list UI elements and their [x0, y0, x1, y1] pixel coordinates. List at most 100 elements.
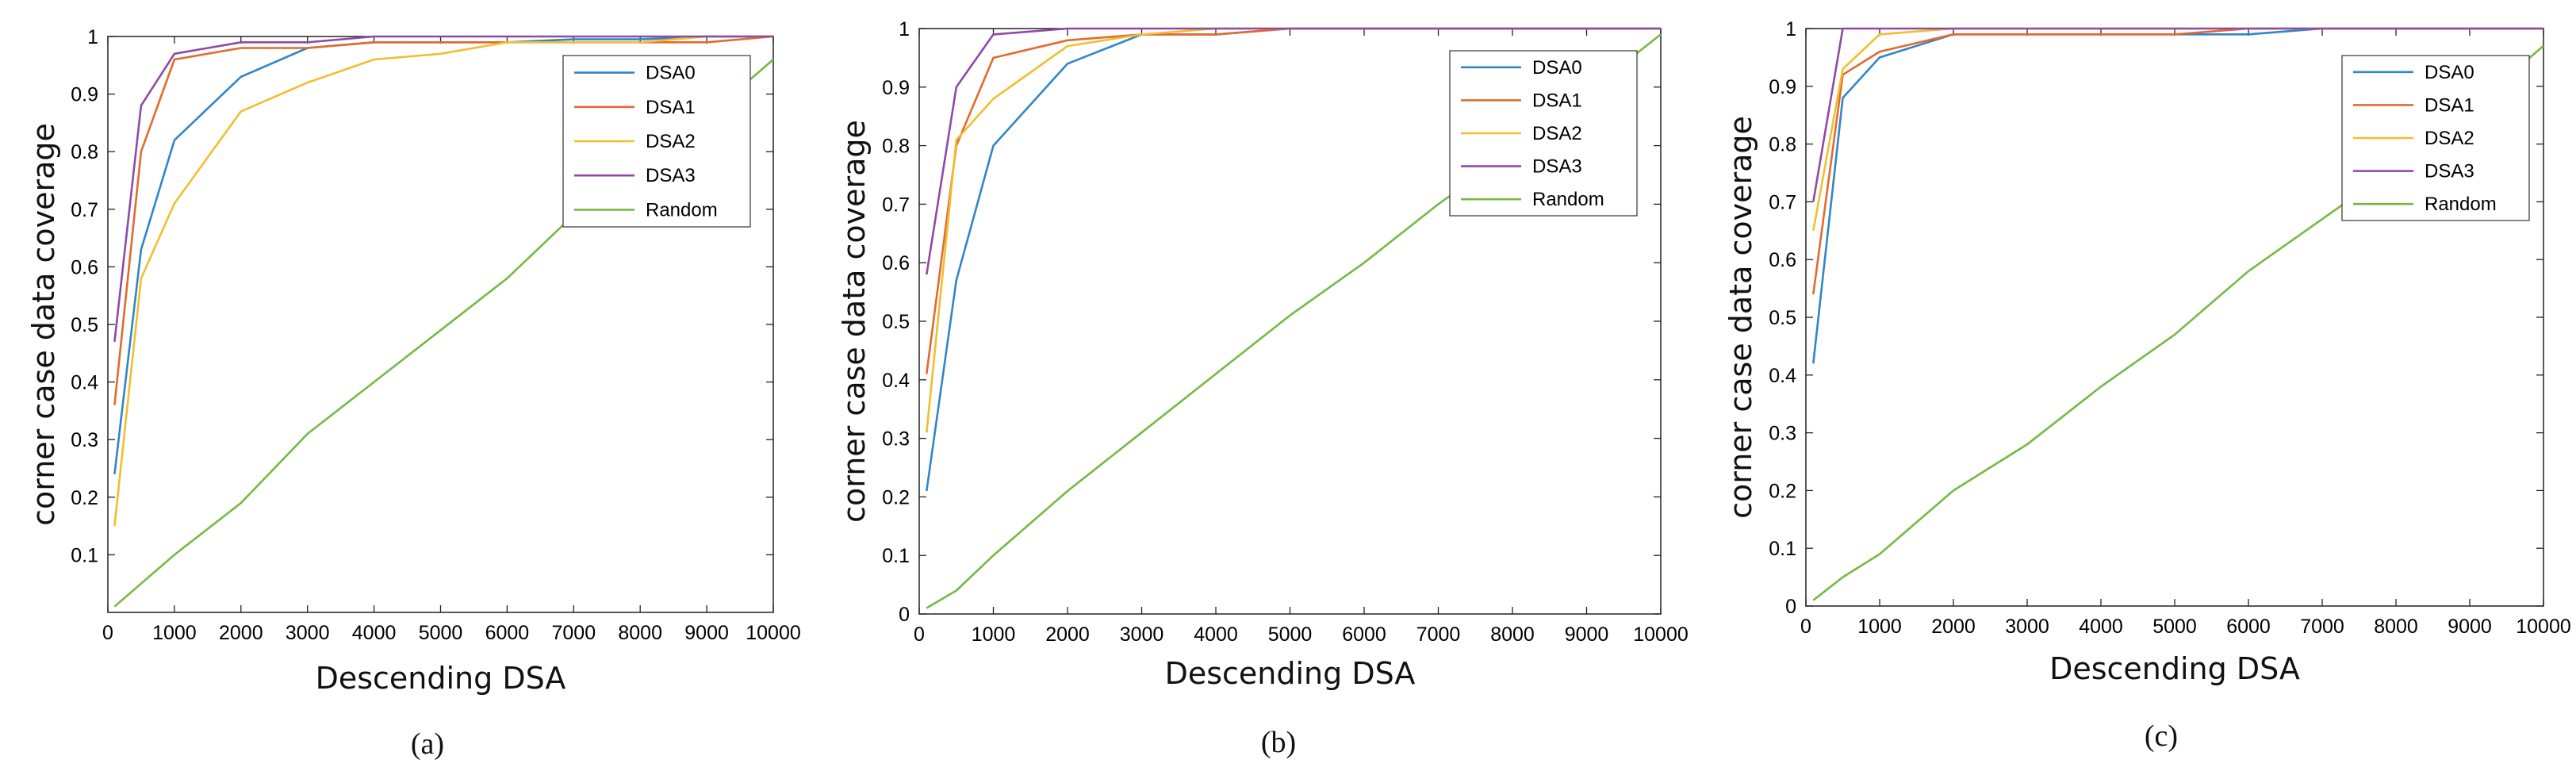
series-line-dsa3: [926, 27, 1661, 275]
x-tick-label: 3000: [2005, 616, 2049, 638]
x-tick-label: 7000: [551, 622, 596, 644]
x-tick-label: 3000: [1120, 623, 1164, 646]
y-tick-label: 0.1: [882, 545, 910, 567]
x-tick-label: 1000: [972, 623, 1016, 646]
y-tick-label: 0.5: [1769, 307, 1796, 329]
y-tick-label: 0.3: [1769, 423, 1796, 445]
legend-label-dsa0: DSA0: [646, 63, 696, 84]
x-tick-label: 2000: [1931, 616, 1976, 638]
legend-label-dsa1: DSA1: [646, 97, 696, 118]
x-tick-label: 10000: [1633, 623, 1689, 646]
legend-label-dsa3: DSA3: [2425, 161, 2474, 182]
y-tick-label: 0.6: [71, 256, 98, 278]
panel-caption: (c): [2145, 719, 2178, 753]
legend-label-dsa1: DSA1: [2425, 94, 2474, 116]
y-tick-label: 0.7: [71, 199, 98, 221]
chart-panel-2: 0 1000 2000 3000 4000 5000 6000 7000 8000 9000 100…: [837, 18, 1689, 759]
legend-label-dsa0: DSA0: [2425, 62, 2474, 83]
y-tick-label: 0.2: [882, 486, 910, 508]
y-tick-label: 1: [87, 26, 98, 48]
x-tick-label: 6000: [2226, 616, 2271, 638]
x-tick-label: 8000: [618, 622, 662, 644]
y-tick-label: 0.1: [71, 544, 98, 566]
x-tick-label: 4000: [352, 622, 397, 644]
y-axis-label: corner case data coverage: [837, 120, 872, 523]
x-tick-label: 6000: [485, 622, 530, 644]
y-axis-label: corner case data coverage: [26, 123, 61, 526]
x-tick-label: 9000: [2448, 616, 2492, 638]
legend-label-dsa2: DSA2: [1532, 123, 1582, 144]
x-tick-label: 3000: [286, 622, 330, 644]
y-tick-label: 1: [1785, 18, 1796, 40]
x-tick-label: 1000: [1857, 616, 1902, 638]
legend: DSA0 DSA1 DSA2 DSA3 Random: [1449, 50, 1638, 217]
x-tick-label: 4000: [2079, 616, 2123, 638]
y-tick-label: 0.5: [71, 314, 98, 336]
y-tick-label: 0.4: [882, 370, 910, 392]
x-axis-label: Descending DSA: [1165, 656, 1416, 691]
y-tick-label: 0.9: [882, 77, 910, 99]
legend-label-dsa1: DSA1: [1532, 90, 1582, 111]
x-tick-label: 2000: [1045, 623, 1090, 646]
x-tick-label: 10000: [2516, 616, 2571, 638]
series-line-dsa2: [113, 35, 773, 527]
legend-label-dsa3: DSA3: [646, 165, 696, 186]
x-tick-label: 0: [102, 622, 113, 644]
x-tick-label: 2000: [219, 622, 263, 644]
x-tick-label: 0: [914, 623, 925, 646]
x-tick-label: 10000: [746, 622, 801, 644]
series-line-dsa3: [1812, 27, 2543, 202]
chart-panel-3: 0 1000 2000 3000 4000 5000 6000 7000 8000 9000 100…: [1723, 18, 2571, 753]
legend-label-dsa2: DSA2: [2425, 128, 2474, 149]
y-axis-label: corner case data coverage: [1723, 116, 1758, 519]
y-tick-label: 0.6: [1769, 249, 1796, 271]
y-tick-label: 0.4: [71, 372, 98, 394]
y-tick-label: 0.7: [1769, 191, 1796, 213]
x-tick-label: 5000: [1268, 623, 1313, 646]
legend-label-random: Random: [2425, 194, 2497, 215]
x-tick-label: 7000: [2300, 616, 2344, 638]
y-tick-label: 0.8: [71, 141, 98, 163]
x-axis-label: Descending DSA: [316, 661, 566, 696]
panel-caption: (a): [411, 727, 444, 761]
y-tick-label: 0.2: [71, 487, 98, 509]
x-tick-label: 1000: [152, 622, 197, 644]
y-tick-label: 0: [899, 604, 910, 626]
series-line-dsa3: [113, 35, 773, 342]
y-tick-label: 0.4: [1769, 365, 1796, 387]
y-tick-label: 0.3: [882, 428, 910, 451]
legend-label-random: Random: [646, 199, 718, 221]
x-tick-label: 8000: [1490, 623, 1535, 646]
y-tick-label: 0.9: [71, 84, 98, 106]
chart-panel-1: 0 1000 2000 3000 4000 5000 6000 7000 8000 9000 100…: [26, 26, 801, 761]
x-tick-label: 5000: [2152, 616, 2197, 638]
x-tick-label: 9000: [1565, 623, 1609, 646]
y-tick-label: 0.2: [1769, 480, 1796, 502]
y-tick-label: 0.8: [882, 136, 910, 158]
x-tick-label: 6000: [1342, 623, 1386, 646]
x-tick-label: 4000: [1194, 623, 1238, 646]
legend-label-random: Random: [1532, 189, 1604, 210]
x-tick-label: 8000: [2374, 616, 2418, 638]
y-tick-label: 0: [1785, 596, 1796, 618]
x-tick-label: 0: [1800, 616, 1811, 638]
legend-label-dsa0: DSA0: [1532, 57, 1582, 79]
y-tick-label: 1: [899, 18, 910, 40]
y-tick-label: 0.1: [1769, 538, 1796, 560]
y-tick-label: 0.8: [1769, 134, 1796, 156]
y-tick-label: 0.3: [71, 429, 98, 451]
x-tick-label: 5000: [419, 622, 463, 644]
panel-caption: (b): [1261, 726, 1296, 759]
y-tick-label: 0.5: [882, 311, 910, 333]
legend: DSA0 DSA1 DSA2 DSA3 Random: [562, 55, 751, 228]
legend: DSA0 DSA1 DSA2 DSA3 Random: [2341, 55, 2530, 221]
y-tick-label: 0.6: [882, 252, 910, 274]
x-tick-label: 7000: [1416, 623, 1461, 646]
legend-label-dsa2: DSA2: [646, 131, 696, 152]
x-tick-label: 9000: [684, 622, 729, 644]
y-tick-label: 0.9: [1769, 76, 1796, 98]
y-tick-label: 0.7: [882, 194, 910, 216]
legend-label-dsa3: DSA3: [1532, 156, 1582, 178]
x-axis-label: Descending DSA: [2049, 651, 2300, 686]
